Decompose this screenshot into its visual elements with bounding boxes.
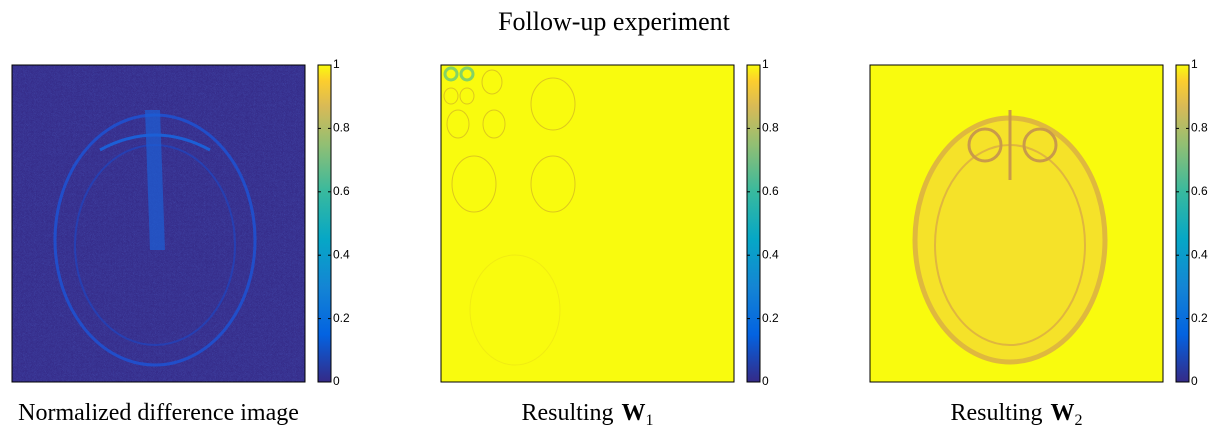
colorbar-tick-label: 1: [333, 57, 340, 71]
colorbar-tick-label: 1: [1191, 57, 1198, 71]
w1-image: [440, 64, 735, 383]
colorbar-tick-label: 0: [1191, 374, 1198, 388]
caption-text: Resulting: [950, 400, 1042, 426]
colorbar-tick-label: 1: [762, 57, 769, 71]
colorbar-tick-label: 0.6: [762, 184, 779, 198]
caption-text: Normalized difference image: [18, 400, 299, 426]
caption-symbol: W: [1051, 400, 1075, 426]
colorbar: [1175, 64, 1190, 383]
colorbar-tick-label: 0.8: [762, 121, 779, 135]
colorbar-tick-label: 0.8: [1191, 121, 1208, 135]
colorbar-tick-label: 0.8: [333, 121, 350, 135]
colorbar-tick-label: 0.2: [333, 311, 350, 325]
colorbar-tick-label: 0.4: [333, 247, 350, 261]
difference-image: [11, 64, 306, 383]
colorbar-tick-label: 0.2: [1191, 311, 1208, 325]
w2-image: [869, 64, 1164, 383]
colorbar-tick-label: 0: [762, 374, 769, 388]
colorbar-tick-label: 0.4: [1191, 247, 1208, 261]
colorbar-tick-label: 0.4: [762, 247, 779, 261]
colorbar-tick-label: 0.6: [333, 184, 350, 198]
panel-caption: Resulting W1: [521, 400, 653, 429]
panel-caption: Normalized difference image: [18, 400, 299, 426]
caption-symbol: W: [622, 400, 646, 426]
colorbar-tick-label: 0.6: [1191, 184, 1208, 198]
colorbar-tick-label: 0.2: [762, 311, 779, 325]
caption-text: Resulting: [521, 400, 613, 426]
colorbar: [317, 64, 332, 383]
figure-title: Follow-up experiment: [498, 7, 731, 36]
colorbar: [746, 64, 761, 383]
caption-subscript: 1: [646, 412, 654, 429]
colorbar-tick-label: 0: [333, 374, 340, 388]
panel-caption: Resulting W2: [950, 400, 1082, 429]
caption-subscript: 2: [1075, 412, 1083, 429]
